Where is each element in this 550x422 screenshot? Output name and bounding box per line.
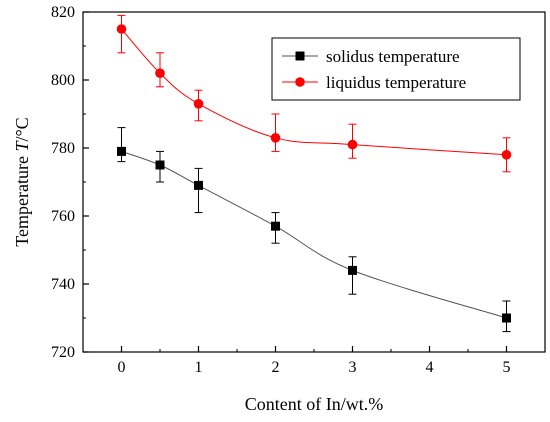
x-tick-label-1: 1 [195,359,203,376]
y-axis-title: Temperature T/°C [12,117,32,246]
x-tick-label-4: 4 [426,359,434,376]
liquidus-point [155,68,165,78]
y-axis-title-unit: /°C [12,117,32,141]
solidus-point [348,265,357,275]
solidus-point [155,160,165,170]
series-liquidus [116,14,512,173]
legend-label-solidus: solidus temperature [326,47,460,66]
y-tick-label-800: 800 [51,72,75,89]
solidus-curve [121,150,507,319]
solidus-point [117,146,126,156]
x-tick-label-2: 2 [272,359,280,376]
y-tick-label-760: 760 [51,208,75,225]
liquidus-point [501,150,512,160]
series-solidus [117,127,511,333]
x-tick-label-3: 3 [349,359,357,376]
x-tick-label-0: 0 [118,359,126,376]
y-axis-title-prefix: Temperature [12,152,32,247]
liquidus-point [347,139,358,150]
liquidus-point [116,24,127,34]
series-layer [116,14,512,333]
solidus-point [194,180,203,190]
axis-ticks: 0 1 2 3 4 5 720 740 760 780 800 820 [51,4,546,376]
legend: solidus temperature liquidus temperature [271,37,521,101]
liquidus-point [270,133,281,143]
y-tick-label-720: 720 [51,344,75,361]
legend-marker-liquidus [295,77,305,87]
legend-label-liquidus: liquidus temperature [326,73,466,92]
x-tick-label-5: 5 [503,359,511,376]
legend-box [271,37,521,101]
y-tick-label-780: 780 [51,140,75,157]
x-axis-title: Content of In/wt.% [245,394,383,414]
legend-marker-solidus [295,51,305,61]
y-tick-label-740: 740 [51,276,75,293]
y-tick-label-820: 820 [51,4,75,21]
liquidus-point [193,99,204,109]
solidus-point [271,221,280,231]
y-axis-title-symbol: T [12,140,32,152]
solidus-point [502,313,511,323]
